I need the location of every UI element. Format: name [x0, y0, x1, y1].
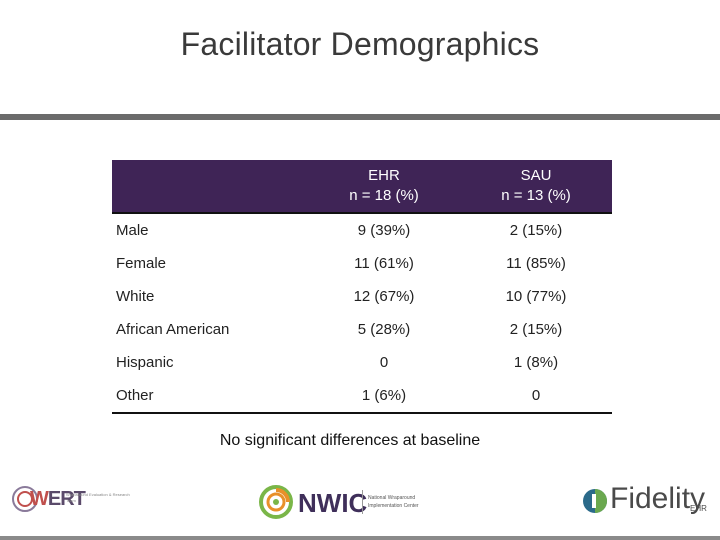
table-header-row: EHR n = 18 (%) SAU n = 13 (%) [112, 160, 612, 214]
header-sau-line1: SAU [520, 167, 552, 184]
wert-emblem-icon [12, 486, 38, 512]
fidelity-ehr-logo: Fidelity EHR [582, 482, 718, 522]
header-ehr-line2: n = 18 (%) [349, 187, 419, 204]
footer-bar [0, 536, 720, 540]
table-row: African American 5 (28%) 2 (15%) [112, 313, 612, 346]
sau-value: 10 (77%) [505, 288, 567, 305]
baseline-note: No significant differences at baseline [219, 432, 481, 449]
fidelity-wordmark: Fidelity [610, 482, 706, 515]
ehr-value: 9 (39%) [357, 222, 411, 239]
table-row: Other 1 (6%) 0 [112, 379, 612, 414]
nwic-subtitle: National Wraparound Implementation Cente… [368, 495, 419, 509]
demographics-table: EHR n = 18 (%) SAU n = 13 (%) Male 9 (39… [112, 160, 612, 414]
ehr-value: 12 (67%) [353, 288, 415, 305]
wert-subtitle: Wraparound Evaluation & Research Team [66, 492, 130, 503]
wert-logo: WERT Wraparound Evaluation & Research Te… [10, 482, 140, 518]
row-label: Female [116, 255, 167, 272]
sau-value: 0 [460, 379, 612, 414]
row-label: Hispanic [116, 354, 174, 371]
nwic-logo: NWIC National Wraparound Implementation … [258, 484, 458, 520]
sau-value: 2 (15%) [509, 222, 563, 239]
wert-initial: W [30, 488, 49, 510]
ehr-value: 0 [379, 354, 389, 371]
nwic-divider [362, 490, 363, 514]
title-divider [0, 114, 720, 120]
row-label: African American [116, 321, 230, 338]
sau-value: 1 (8%) [513, 354, 559, 371]
ehr-value: 5 (28%) [357, 321, 411, 338]
header-sau-line2: n = 13 (%) [501, 187, 571, 204]
row-label: Male [116, 222, 149, 239]
header-ehr-line1: EHR [368, 167, 400, 184]
table-row: Female 11 (61%) 11 (85%) [112, 247, 612, 280]
table-row: Male 9 (39%) 2 (15%) [112, 213, 612, 247]
wert-wordmark: WERT [30, 488, 86, 511]
ehr-value: 1 (6%) [308, 379, 460, 414]
page-title: Facilitator Demographics [180, 26, 540, 62]
header-ehr: EHR n = 18 (%) [308, 160, 460, 214]
sau-value: 2 (15%) [509, 321, 563, 338]
nwic-wordmark: NWIC [298, 488, 368, 518]
fidelity-emblem-icon [583, 489, 607, 513]
sau-value: 11 (85%) [506, 255, 566, 272]
header-blank-cell [112, 160, 308, 214]
wert-name: ERT [47, 488, 86, 510]
fidelity-ehr-label: EHR [690, 504, 707, 513]
header-sau: SAU n = 13 (%) [460, 160, 612, 214]
ehr-value: 11 (61%) [354, 255, 414, 272]
table-row: Hispanic 0 1 (8%) [112, 346, 612, 379]
table-row: White 12 (67%) 10 (77%) [112, 280, 612, 313]
nwic-swirl-icon [259, 485, 293, 519]
row-label: Other [112, 379, 308, 414]
row-label: White [116, 288, 155, 305]
